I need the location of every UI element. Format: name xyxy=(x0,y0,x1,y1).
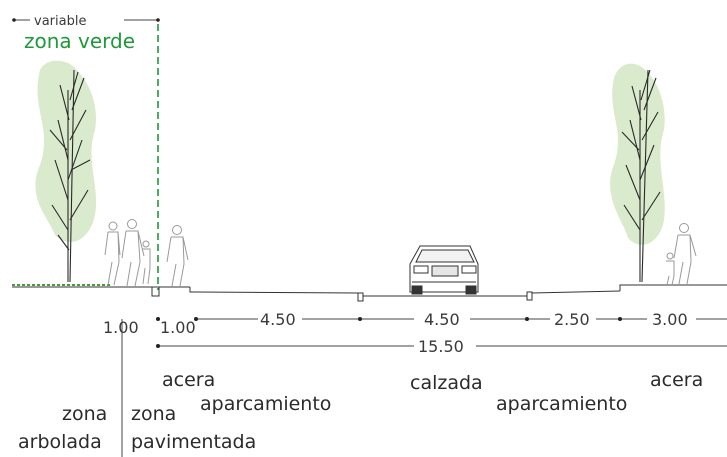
car-front-view xyxy=(409,245,479,295)
left-pedestrians xyxy=(104,219,189,287)
dimension-line-row1 xyxy=(121,318,727,457)
total-dimension-start-tick xyxy=(156,344,160,348)
dim-aparcamiento-left: 4.50 xyxy=(260,310,296,329)
dim-aparcamiento-right: 2.50 xyxy=(554,310,590,329)
label-zona-left: zona xyxy=(62,403,107,425)
label-aparcamiento-right: aparcamiento xyxy=(496,393,627,415)
label-arbolada: arbolada xyxy=(18,431,102,453)
label-aparcamiento-left: aparcamiento xyxy=(200,393,331,415)
dim-zona-pavimentada: 1.00 xyxy=(160,318,196,337)
right-tree xyxy=(610,63,665,283)
label-acera-left: acera xyxy=(162,369,215,391)
label-pavimentada: pavimentada xyxy=(131,431,256,453)
variable-label: variable xyxy=(34,14,86,29)
left-tree xyxy=(35,60,97,283)
dim-zona-arbolada: 1.00 xyxy=(103,318,139,337)
dim-total: 15.50 xyxy=(418,337,464,356)
green-zone-label: zona verde xyxy=(24,29,135,53)
dim-acera-right: 3.00 xyxy=(652,310,688,329)
dimension-ticks-row1 xyxy=(156,317,622,321)
label-zona-right: zona xyxy=(131,403,176,425)
right-pedestrians xyxy=(666,223,697,286)
label-calzada: calzada xyxy=(410,372,483,394)
variable-dimension: variable xyxy=(12,14,160,29)
label-acera-right: acera xyxy=(650,369,703,391)
dim-calzada: 4.50 xyxy=(424,310,460,329)
street-profile xyxy=(12,284,727,302)
